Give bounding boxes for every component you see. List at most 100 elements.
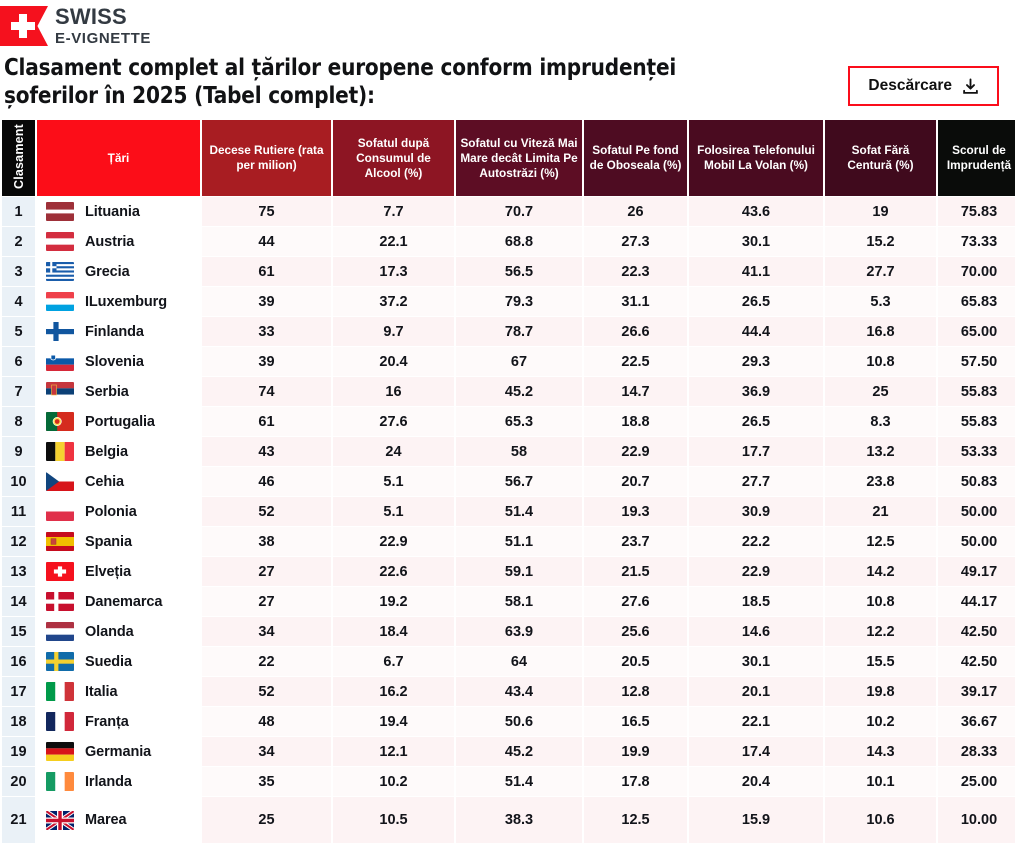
- cell-score: 55.83: [938, 377, 1015, 407]
- cell-fatigue: 22.3: [584, 257, 687, 287]
- cell-country: Italia: [37, 677, 200, 707]
- cell-deaths: 34: [202, 737, 331, 767]
- cell-fatigue: 23.7: [584, 527, 687, 557]
- cell-phone: 26.5: [689, 287, 823, 317]
- cell-rank: 9: [2, 437, 35, 467]
- cell-fatigue: 22.9: [584, 437, 687, 467]
- country-name: Finlanda: [85, 323, 144, 340]
- cell-phone: 30.1: [689, 647, 823, 677]
- table-row: 13 Elveția 27 22.6 59.1 21.5 22.9 14.2 49.17: [2, 557, 1015, 587]
- cell-alcohol: 6.7: [333, 647, 454, 677]
- cell-speed: 45.2: [456, 377, 582, 407]
- swiss-cross-flag-icon: [0, 6, 48, 46]
- cell-score: 39.17: [938, 677, 1015, 707]
- table-row: 15 Olanda 34 18.4 63.9 25.6 14.6 12.2 42.50: [2, 617, 1015, 647]
- cell-phone: 41.1: [689, 257, 823, 287]
- cell-speed: 58.1: [456, 587, 582, 617]
- cell-speed: 38.3: [456, 797, 582, 844]
- cell-country: Spania: [37, 527, 200, 557]
- country-name: Elveția: [85, 563, 132, 580]
- cell-alcohol: 16: [333, 377, 454, 407]
- cell-fatigue: 16.5: [584, 707, 687, 737]
- flag-greece-icon: [46, 262, 74, 282]
- cell-deaths: 75: [202, 197, 331, 227]
- cell-phone: 15.9: [689, 797, 823, 844]
- cell-score: 53.33: [938, 437, 1015, 467]
- cell-speed: 50.6: [456, 707, 582, 737]
- cell-deaths: 74: [202, 377, 331, 407]
- flag-netherlands-icon: [46, 622, 74, 642]
- cell-rank: 17: [2, 677, 35, 707]
- cell-fatigue: 31.1: [584, 287, 687, 317]
- download-button[interactable]: Descărcare: [848, 66, 999, 106]
- flag-denmark-icon: [46, 592, 74, 612]
- cell-speed: 45.2: [456, 737, 582, 767]
- cell-phone: 18.5: [689, 587, 823, 617]
- cell-fatigue: 12.8: [584, 677, 687, 707]
- cell-country: Austria: [37, 227, 200, 257]
- cell-rank: 15: [2, 617, 35, 647]
- cell-deaths: 52: [202, 677, 331, 707]
- cell-rank: 16: [2, 647, 35, 677]
- cell-phone: 14.6: [689, 617, 823, 647]
- country-name: Germania: [85, 743, 152, 760]
- cell-country: Elveția: [37, 557, 200, 587]
- cell-seatbelt: 14.2: [825, 557, 936, 587]
- country-name: Slovenia: [85, 353, 144, 370]
- cell-rank: 8: [2, 407, 35, 437]
- cell-speed: 56.5: [456, 257, 582, 287]
- table-row: 14 Danemarca 27 19.2 58.1 27.6 18.5 10.8 44.17: [2, 587, 1015, 617]
- column-header-rank: Clasament: [2, 120, 35, 197]
- cell-speed: 63.9: [456, 617, 582, 647]
- cell-fatigue: 14.7: [584, 377, 687, 407]
- country-name: Austria: [85, 233, 135, 250]
- cell-alcohol: 5.1: [333, 497, 454, 527]
- cell-seatbelt: 19.8: [825, 677, 936, 707]
- flag-switzerland-icon: [46, 562, 74, 582]
- column-header-seatbelt: Sofat Fără Centură (%): [825, 120, 936, 197]
- cell-score: 57.50: [938, 347, 1015, 377]
- footer-copyright: ©2025 Vignetteswitzerland.com: [0, 844, 1015, 856]
- cell-rank: 13: [2, 557, 35, 587]
- cell-country: Franța: [37, 707, 200, 737]
- flag-serbia-icon: [46, 382, 74, 402]
- cell-seatbelt: 10.2: [825, 707, 936, 737]
- cell-fatigue: 12.5: [584, 797, 687, 844]
- cell-phone: 22.2: [689, 527, 823, 557]
- cell-fatigue: 19.9: [584, 737, 687, 767]
- cell-seatbelt: 13.2: [825, 437, 936, 467]
- country-name: Polonia: [85, 503, 137, 520]
- cell-phone: 30.9: [689, 497, 823, 527]
- cell-fatigue: 21.5: [584, 557, 687, 587]
- cell-alcohol: 18.4: [333, 617, 454, 647]
- cell-alcohol: 27.6: [333, 407, 454, 437]
- cell-alcohol: 12.1: [333, 737, 454, 767]
- cell-phone: 17.4: [689, 737, 823, 767]
- cell-deaths: 22: [202, 647, 331, 677]
- cell-rank: 19: [2, 737, 35, 767]
- country-name: Grecia: [85, 263, 130, 280]
- table-row: 21 Marea 25 10.5 38.3 12.5 15.9 10.6 10.00: [2, 797, 1015, 844]
- cell-seatbelt: 8.3: [825, 407, 936, 437]
- cell-score: 50.00: [938, 497, 1015, 527]
- flag-france-icon: [46, 712, 74, 732]
- cell-fatigue: 26.6: [584, 317, 687, 347]
- cell-country: Finlanda: [37, 317, 200, 347]
- country-name: Portugalia: [85, 413, 155, 430]
- cell-speed: 68.8: [456, 227, 582, 257]
- country-name: Franța: [85, 713, 129, 730]
- cell-alcohol: 9.7: [333, 317, 454, 347]
- country-name: Marea: [85, 812, 127, 829]
- cell-deaths: 34: [202, 617, 331, 647]
- cell-rank: 3: [2, 257, 35, 287]
- table-row: 7 Serbia 74 16 45.2 14.7 36.9 25 55.83: [2, 377, 1015, 407]
- cell-speed: 79.3: [456, 287, 582, 317]
- cell-phone: 20.4: [689, 767, 823, 797]
- table-row: 6 Slovenia 39 20.4 67 22.5 29.3 10.8 57.50: [2, 347, 1015, 377]
- cell-speed: 59.1: [456, 557, 582, 587]
- cell-speed: 65.3: [456, 407, 582, 437]
- table-row: 5 Finlanda 33 9.7 78.7 26.6 44.4 16.8 65.00: [2, 317, 1015, 347]
- cell-deaths: 43: [202, 437, 331, 467]
- cell-phone: 27.7: [689, 467, 823, 497]
